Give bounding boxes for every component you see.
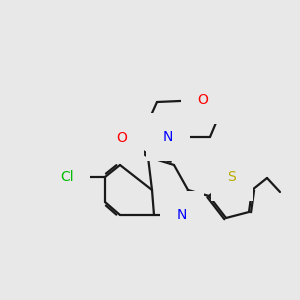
- Text: N: N: [163, 130, 173, 144]
- Text: O: O: [117, 131, 128, 145]
- Text: Cl: Cl: [60, 170, 74, 184]
- Text: O: O: [198, 93, 208, 107]
- Text: N: N: [177, 208, 187, 222]
- Text: S: S: [228, 170, 236, 184]
